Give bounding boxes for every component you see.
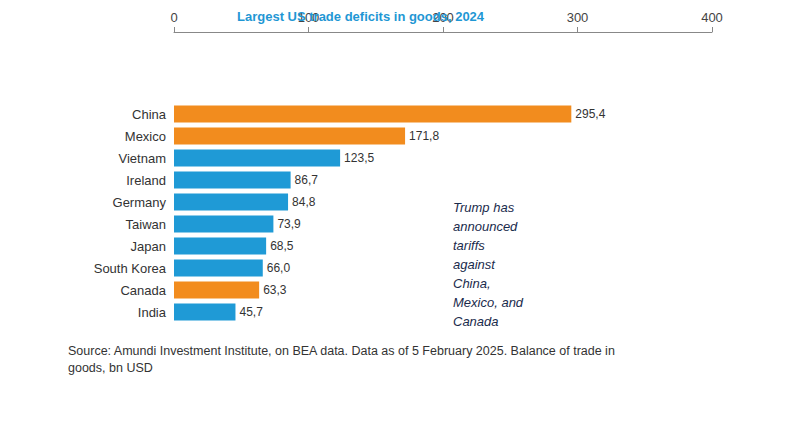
svg-text:295,4: 295,4 <box>575 107 605 121</box>
svg-text:Japan: Japan <box>131 239 166 254</box>
svg-text:India: India <box>138 305 167 320</box>
svg-text:0: 0 <box>170 10 177 25</box>
svg-text:Largest US trade deficits in g: Largest US trade deficits in goods, 2024 <box>237 9 485 24</box>
svg-text:China: China <box>132 107 167 122</box>
svg-text:68,5: 68,5 <box>270 239 294 253</box>
svg-text:63,3: 63,3 <box>263 283 287 297</box>
svg-text:Trump has: Trump has <box>453 200 515 215</box>
svg-text:Germany: Germany <box>113 195 167 210</box>
svg-text:300: 300 <box>567 10 589 25</box>
svg-text:73,9: 73,9 <box>277 217 301 231</box>
svg-text:Mexico: Mexico <box>125 129 166 144</box>
svg-text:Taiwan: Taiwan <box>126 217 166 232</box>
svg-text:tariffs: tariffs <box>453 238 485 253</box>
svg-text:Mexico, and: Mexico, and <box>453 295 524 310</box>
svg-text:45,7: 45,7 <box>239 305 263 319</box>
svg-text:400: 400 <box>701 10 723 25</box>
svg-text:Vietnam: Vietnam <box>119 151 166 166</box>
svg-text:Canada: Canada <box>120 283 166 298</box>
svg-text:Ireland: Ireland <box>126 173 166 188</box>
svg-text:against: against <box>453 257 496 272</box>
svg-text:84,8: 84,8 <box>292 195 316 209</box>
svg-text:announced: announced <box>453 219 518 234</box>
svg-text:Canada: Canada <box>453 314 499 329</box>
svg-text:goods, bn USD: goods, bn USD <box>68 361 153 375</box>
svg-text:123,5: 123,5 <box>344 151 374 165</box>
svg-text:South Korea: South Korea <box>94 261 167 276</box>
svg-text:China,: China, <box>453 276 491 291</box>
svg-text:86,7: 86,7 <box>295 173 319 187</box>
svg-text:66,0: 66,0 <box>267 261 291 275</box>
svg-text:171,8: 171,8 <box>409 129 439 143</box>
svg-text:Source: Amundi Investment Inst: Source: Amundi Investment Institute, on … <box>68 344 615 358</box>
